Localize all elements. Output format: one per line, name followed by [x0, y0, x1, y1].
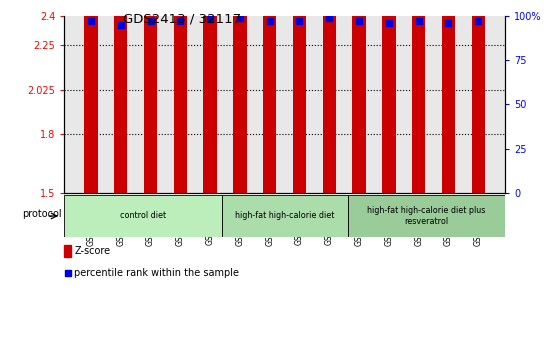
Bar [64, 245, 71, 257]
Text: Z-score: Z-score [74, 246, 110, 256]
Text: control diet: control diet [120, 211, 166, 221]
Text: high-fat high-calorie diet: high-fat high-calorie diet [235, 211, 334, 221]
Point [384, 20, 393, 26]
Point [474, 18, 483, 24]
Point [325, 15, 334, 21]
Bar [323, 0, 336, 193]
Bar [174, 0, 187, 193]
Bar [382, 0, 396, 193]
Bar [144, 0, 157, 193]
Bar [114, 0, 127, 193]
Text: high-fat high-calorie diet plus
resveratrol: high-fat high-calorie diet plus resverat… [367, 206, 485, 225]
Bar [412, 0, 425, 193]
Bar [233, 0, 247, 193]
Point [86, 18, 95, 24]
Bar [293, 0, 306, 193]
Point [63, 270, 72, 275]
Point [265, 18, 274, 24]
Bar [472, 0, 485, 193]
Point [176, 18, 185, 24]
Bar [203, 0, 217, 193]
Point [444, 20, 453, 26]
Bar [442, 0, 455, 193]
Point [146, 18, 155, 24]
Bar [84, 0, 98, 193]
Bar [222, 195, 348, 237]
Bar [352, 0, 366, 193]
Text: protocol: protocol [22, 209, 62, 219]
Text: percentile rank within the sample: percentile rank within the sample [74, 268, 239, 278]
Bar [263, 0, 276, 193]
Point [295, 18, 304, 24]
Point [206, 17, 215, 22]
Text: GDS2413 / 32117: GDS2413 / 32117 [123, 12, 241, 25]
Point [235, 15, 244, 21]
Bar [64, 195, 222, 237]
Point [354, 18, 363, 24]
Point [116, 22, 125, 28]
Bar [348, 195, 505, 237]
Point [414, 18, 423, 24]
